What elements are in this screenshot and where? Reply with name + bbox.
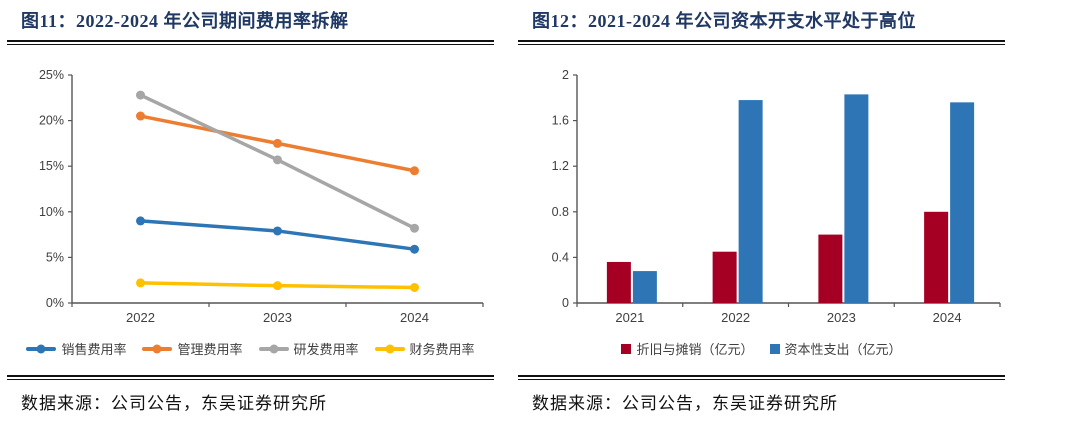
bar xyxy=(606,261,631,303)
bar xyxy=(712,251,737,303)
legend-item-finance-expense: 财务费用率 xyxy=(374,339,475,358)
legend-item-sales-expense: 销售费用率 xyxy=(26,339,126,358)
y-tick-label: 0.4 xyxy=(552,250,569,264)
figure-11-source: 数据来源：公司公告，东吴证券研究所 xyxy=(21,393,327,413)
data-point xyxy=(273,138,282,148)
data-point xyxy=(410,165,419,175)
legend-item-capex: 资本性支出（亿元） xyxy=(769,339,902,358)
bar xyxy=(924,211,949,303)
square-marker-icon xyxy=(769,343,780,354)
y-tick-label: 0 xyxy=(562,296,569,310)
x-tick-label: 2022 xyxy=(126,310,155,325)
data-point xyxy=(273,154,282,164)
x-tick-label: 2021 xyxy=(615,310,644,325)
capex-bar-chart: 0 0.4 0.8 1.2 1.6 2 2021 2022 2023 2024 xyxy=(552,68,1001,325)
legend-item-admin-expense: 管理费用率 xyxy=(142,339,243,358)
x-tick-label: 2022 xyxy=(721,310,750,325)
y-tick-label: 15% xyxy=(39,159,64,173)
y-tick-label: 0.8 xyxy=(552,204,569,218)
x-tick-label: 2023 xyxy=(827,310,856,325)
legend-label: 管理费用率 xyxy=(177,342,243,357)
x-tick-label: 2024 xyxy=(933,310,962,325)
line-marker-icon xyxy=(26,344,57,354)
figure-12-title: 图12：2021-2024 年公司资本开支水平处于高位 xyxy=(532,11,916,31)
y-tick-label: 1.6 xyxy=(552,113,569,127)
data-point xyxy=(136,90,145,100)
bar xyxy=(738,99,763,303)
legend-label: 研发费用率 xyxy=(293,342,359,357)
y-tick-label: 5% xyxy=(46,250,64,264)
x-tick-label: 2023 xyxy=(263,310,292,325)
data-point xyxy=(136,215,145,225)
y-tick-label: 0% xyxy=(46,296,64,310)
figure-11-source-rule xyxy=(7,374,494,380)
legend-label: 资本性支出（亿元） xyxy=(784,342,902,357)
figure-12-source-rule xyxy=(518,374,1005,380)
data-point xyxy=(136,111,145,121)
bar xyxy=(844,93,869,303)
figure-11-panel: 图11：2022-2024 年公司期间费用率拆解 0% 5% 10% 15% 20% 25… xyxy=(7,2,494,441)
y-tick-label: 20% xyxy=(39,113,64,127)
y-tick-label: 1.2 xyxy=(552,159,569,173)
line-marker-icon xyxy=(258,344,289,354)
x-tick-label: 2024 xyxy=(400,310,429,325)
data-point xyxy=(410,223,419,233)
data-point xyxy=(136,277,145,287)
y-tick-label: 25% xyxy=(39,68,64,82)
line-marker-icon xyxy=(142,344,173,354)
expense-ratio-line-chart: 0% 5% 10% 15% 20% 25% 2022 2023 2024 xyxy=(39,68,484,325)
figure-12-title-rule xyxy=(518,39,1005,45)
figure-11-legend: 销售费用率 管理费用率 研发费用率 xyxy=(7,336,494,362)
legend-label: 销售费用率 xyxy=(61,342,127,357)
legend-item-depreciation: 折旧与摊销（亿元） xyxy=(621,339,754,358)
bar xyxy=(818,234,843,303)
data-point xyxy=(273,280,282,290)
square-marker-icon xyxy=(621,343,632,354)
figure-11-title-rule xyxy=(7,39,494,45)
y-tick-label: 2 xyxy=(562,68,569,82)
figure-11-title: 图11：2022-2024 年公司期间费用率拆解 xyxy=(21,11,349,31)
figure-12-panel: 图12：2021-2024 年公司资本开支水平处于高位 0 0.4 0.8 1.2 1.… xyxy=(518,2,1005,441)
legend-item-rd-expense: 研发费用率 xyxy=(258,339,359,358)
data-point xyxy=(273,225,282,235)
figure-12-legend: 折旧与摊销（亿元） 资本性支出（亿元） xyxy=(518,336,1005,362)
data-point xyxy=(410,244,419,254)
bar xyxy=(950,101,975,303)
bar xyxy=(632,270,657,303)
line-marker-icon xyxy=(374,344,405,354)
legend-label: 折旧与摊销（亿元） xyxy=(636,342,754,357)
legend-label: 财务费用率 xyxy=(409,342,475,357)
y-tick-label: 10% xyxy=(39,204,64,218)
data-point xyxy=(410,282,419,292)
figure-12-source: 数据来源：公司公告，东吴证券研究所 xyxy=(532,393,838,413)
